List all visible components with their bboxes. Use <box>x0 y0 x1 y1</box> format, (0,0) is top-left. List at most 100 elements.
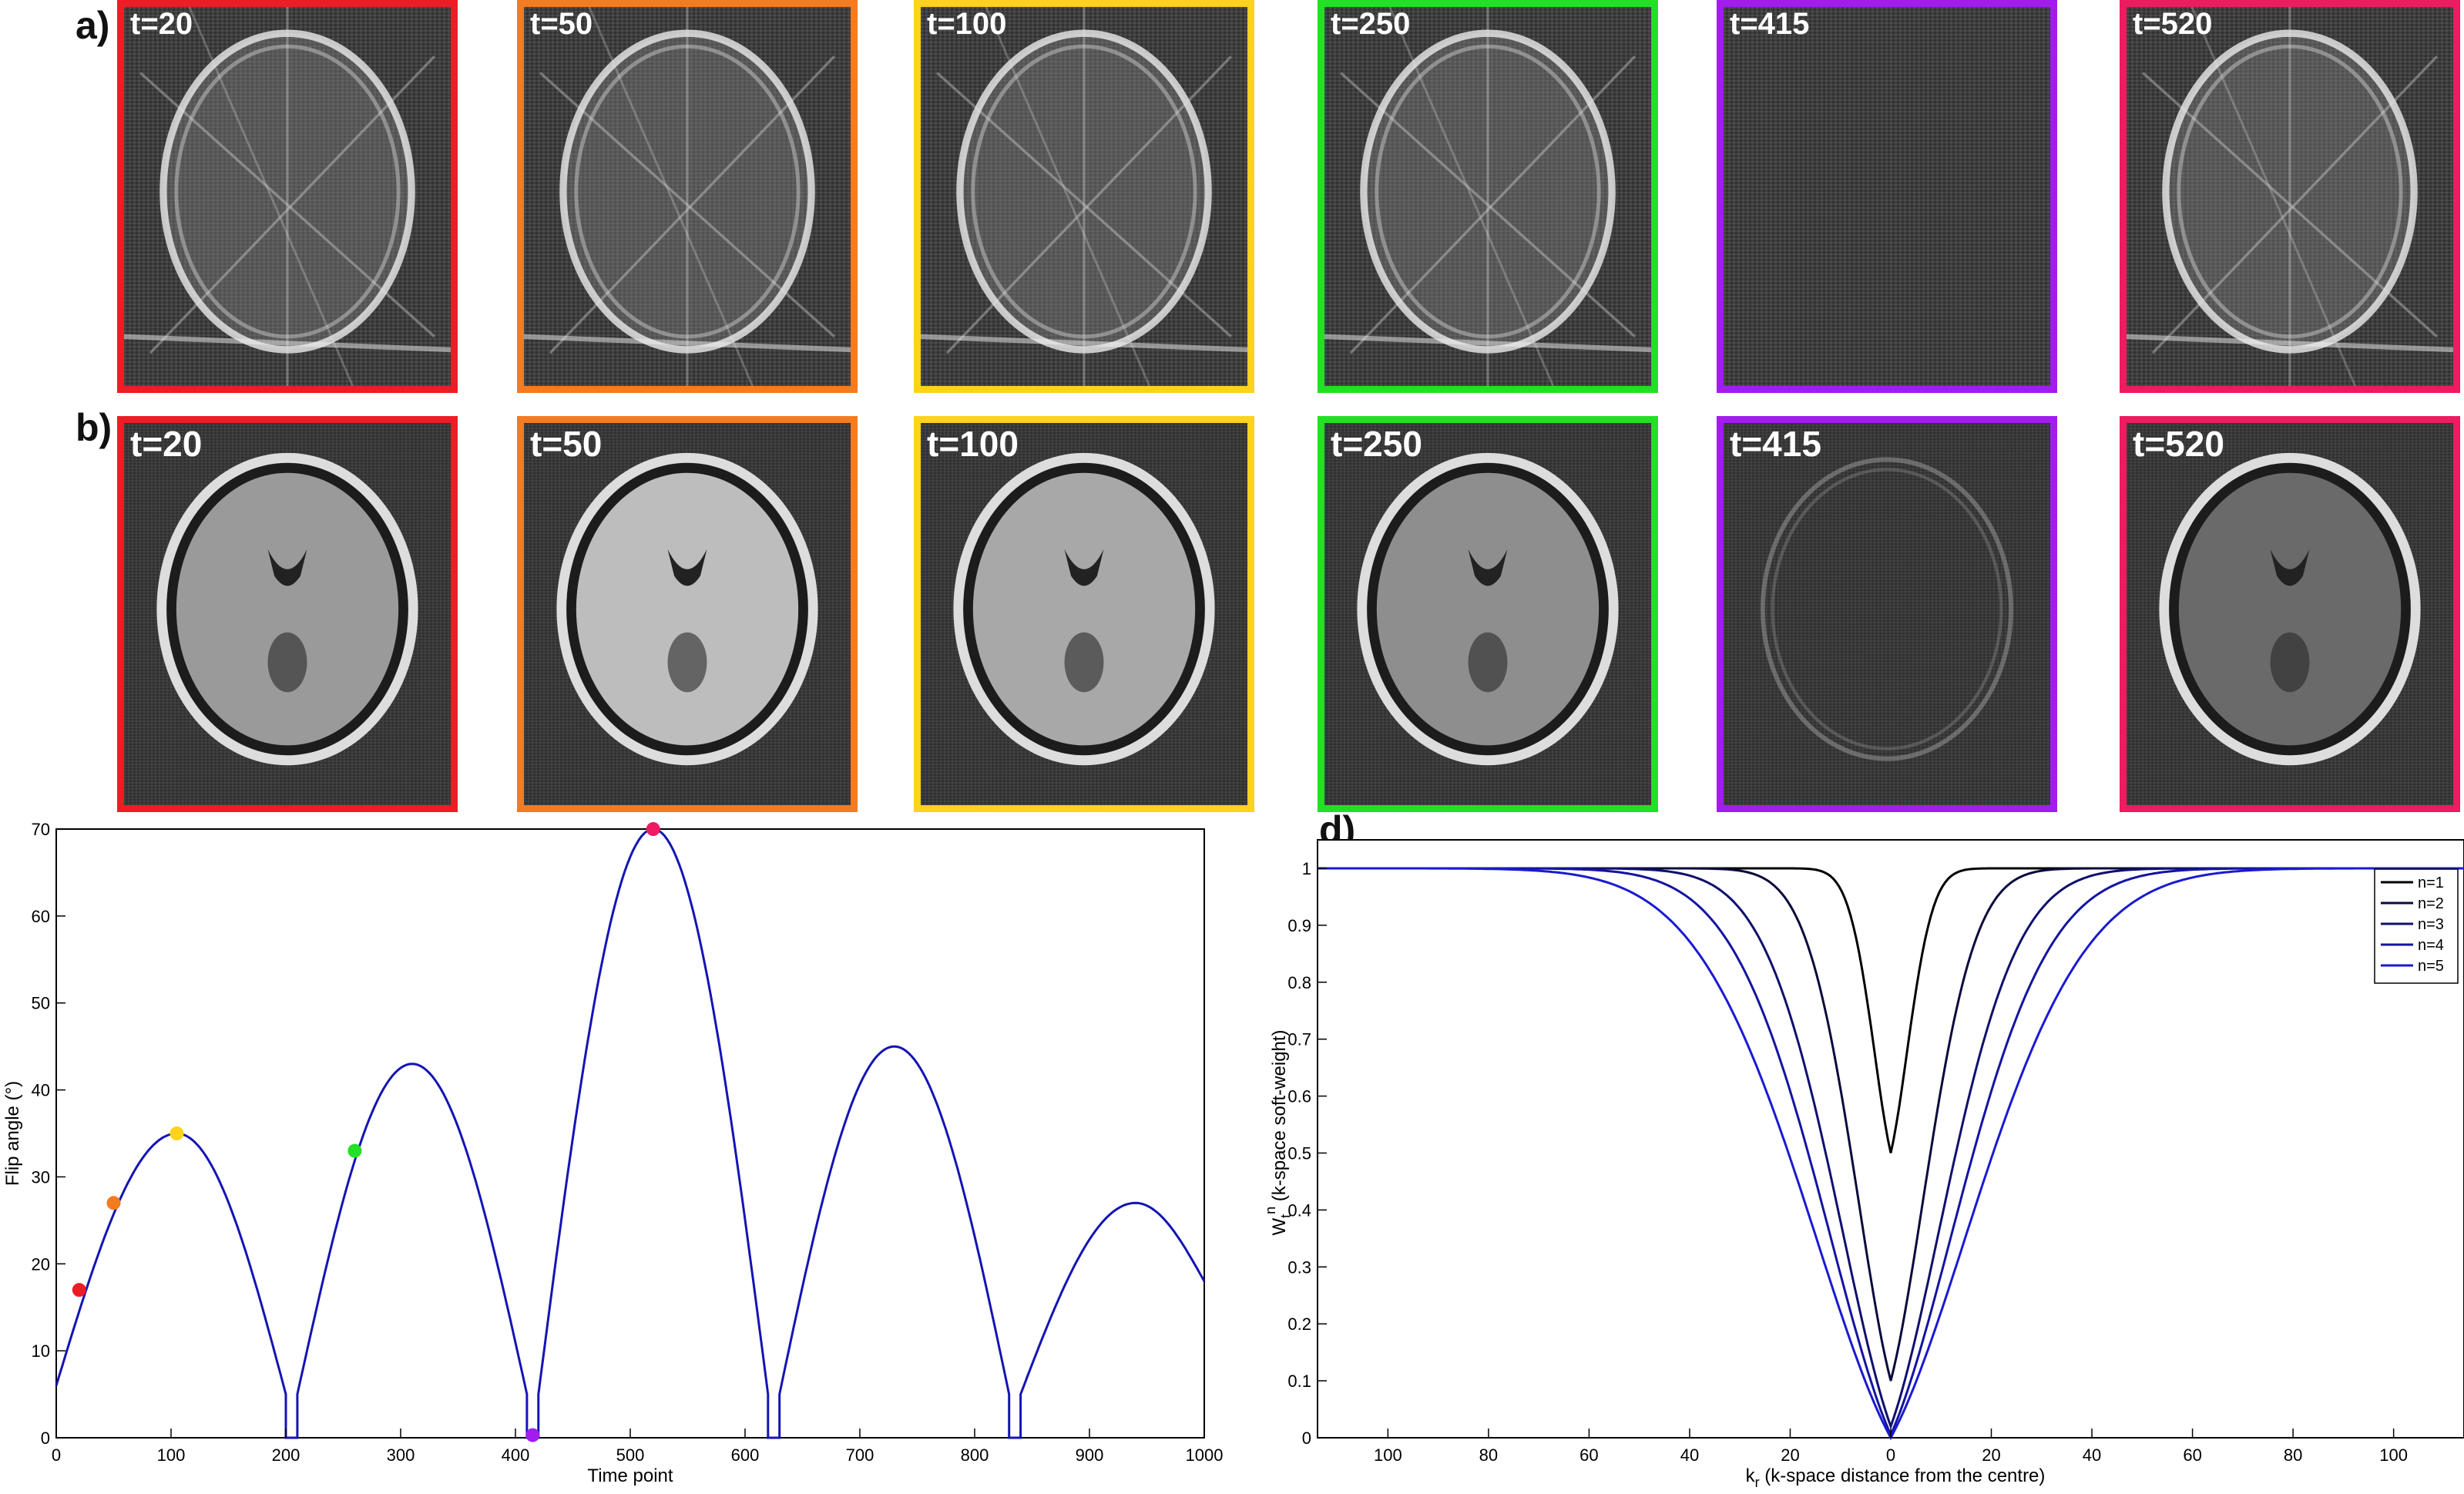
brain-image-1: t=20 <box>117 416 458 812</box>
faint-skull-outline <box>1760 457 2014 761</box>
chart-c-ytick-label: 0 <box>41 1429 50 1448</box>
chart-d-xtick-label: 100 <box>2379 1445 2408 1465</box>
time-label: t=50 <box>530 7 593 41</box>
flip-angle-chart: 0 100 200 300 400 500 600 700 800 900 1000 0 10 20 30 4… <box>2 820 1224 1486</box>
chart-d-xtick-label: 100 <box>1374 1445 1402 1465</box>
brain-slice <box>1357 452 1619 766</box>
time-label: t=520 <box>2133 7 2213 41</box>
chart-c-xtick-label: 300 <box>387 1445 415 1465</box>
chart-d-legend: n=1 n=2 n=3 n=4 n=5 <box>2374 868 2459 984</box>
image-content <box>1724 423 2050 805</box>
chart-d-ytick-label: 0.4 <box>1287 1200 1311 1220</box>
chart-d-ylabel: Wtn (k-space soft-weight) <box>1264 1029 1294 1235</box>
legend-entry: n=2 <box>2418 895 2444 912</box>
recon-image-5: t=415 <box>1717 0 2057 393</box>
chart-c-xtick-label: 900 <box>1076 1445 1104 1465</box>
legend-entry: n=4 <box>2418 937 2444 954</box>
chart-d-xlabel: kr (k-space distance from the centre) <box>1746 1465 2046 1490</box>
brain-image-3: t=100 <box>914 416 1254 812</box>
chart-d-ytick-label: 0.1 <box>1287 1371 1311 1391</box>
chart-d-xtick-label: 40 <box>2083 1445 2101 1465</box>
chart-c-ylabel: Flip angle (°) <box>2 1081 23 1186</box>
chart-d-ylabel-sub: t <box>1278 1214 1294 1218</box>
image-content <box>1724 7 2050 386</box>
chart-c-xtick-label: 200 <box>272 1445 300 1465</box>
chart-c-xtick-label: 0 <box>52 1445 61 1465</box>
image-content <box>921 7 1247 386</box>
chart-d-plot-area <box>1317 839 2464 1439</box>
time-label: t=20 <box>130 424 203 464</box>
legend-entry: n=3 <box>2418 916 2444 933</box>
soft-weight-chart: 100 80 60 40 20 0 20 40 60 80 100 0 0.1 0.2 0.3 0.4 0.5 0… <box>1264 839 2464 1490</box>
chart-d-xtick-label: 40 <box>1680 1445 1699 1465</box>
time-label: t=415 <box>1730 7 1810 41</box>
chart-d-xtick-label: 0 <box>1886 1445 1895 1465</box>
chart-c-xtick-label: 1000 <box>1186 1445 1224 1465</box>
chart-d-xlabel-rest: (k-space distance from the centre) <box>1760 1465 2046 1486</box>
brain-image-4: t=250 <box>1318 416 1658 812</box>
chart-d-xtick-label: 20 <box>1781 1445 1799 1465</box>
time-label: t=100 <box>927 7 1007 41</box>
panel-label-b: b) <box>76 406 112 449</box>
chart-c-xlabel: Time point <box>587 1465 673 1486</box>
time-point-marker <box>347 1143 362 1158</box>
image-content <box>2127 7 2453 386</box>
chart-c-ytick-label: 30 <box>32 1167 50 1187</box>
panel-label-a: a) <box>76 4 110 47</box>
chart-d-ylabel-main: W <box>1269 1218 1290 1236</box>
chart-d-ytick-label: 0.9 <box>1287 916 1311 935</box>
chart-c-xtick-label: 700 <box>846 1445 874 1465</box>
image-content <box>524 7 851 386</box>
chart-d-xtick-label: 20 <box>1982 1445 2000 1465</box>
time-label: t=20 <box>130 7 193 41</box>
chart-c-xtick-label: 800 <box>961 1445 989 1465</box>
chart-d-xtick-label: 80 <box>1479 1445 1498 1465</box>
aliased-skull-outline <box>1324 7 1651 386</box>
time-label: t=50 <box>530 424 603 464</box>
chart-d-ylabel-rest: (k-space soft-weight) <box>1269 1029 1290 1206</box>
recon-image-6: t=520 <box>2120 0 2460 393</box>
image-content <box>524 423 851 805</box>
chart-c-xtick-label: 100 <box>157 1445 186 1465</box>
chart-d-xlabel-main: k <box>1746 1465 1756 1486</box>
chart-d-xlabel-sub: r <box>1755 1475 1760 1490</box>
chart-d-ylabel-sup: n <box>1264 1207 1278 1214</box>
legend-entry: n=5 <box>2418 958 2444 975</box>
chart-d-xtick-label: 60 <box>1579 1445 1598 1465</box>
chart-c-xtick-label: 500 <box>616 1445 645 1465</box>
image-content <box>124 7 451 386</box>
time-point-marker <box>525 1428 540 1442</box>
brain-slice <box>2159 452 2421 766</box>
time-label: t=520 <box>2133 424 2224 464</box>
chart-d-ytick-label: 0.3 <box>1287 1257 1311 1277</box>
image-content <box>124 423 451 805</box>
time-point-marker <box>170 1126 184 1140</box>
time-label: t=250 <box>1331 7 1411 41</box>
image-content <box>2127 423 2453 805</box>
time-label: t=100 <box>927 424 1019 464</box>
aliased-skull-outline <box>124 7 451 386</box>
chart-d-ytick-label: 0.6 <box>1287 1087 1311 1106</box>
chart-c-xtick-label: 600 <box>731 1445 760 1465</box>
aliased-skull-outline <box>921 7 1247 386</box>
legend-entry: n=1 <box>2418 875 2444 891</box>
recon-image-4: t=250 <box>1318 0 1658 393</box>
image-content <box>921 423 1247 805</box>
chart-d-ytick-label: 0 <box>1302 1429 1311 1448</box>
time-label: t=415 <box>1730 424 1821 464</box>
chart-c-ytick-label: 20 <box>32 1254 50 1274</box>
recon-image-3: t=100 <box>914 0 1254 393</box>
brain-image-5: t=415 <box>1717 416 2057 812</box>
chart-c-ytick-label: 60 <box>32 907 50 926</box>
recon-image-1: t=20 <box>117 0 458 393</box>
aliased-skull-outline <box>2127 7 2453 386</box>
chart-d-ytick-label: 1 <box>1302 859 1311 878</box>
brain-slice <box>953 452 1215 766</box>
chart-d-ytick-label: 0.5 <box>1287 1143 1311 1163</box>
chart-c-ytick-label: 50 <box>32 994 50 1013</box>
chart-c-ytick-label: 10 <box>32 1341 50 1361</box>
chart-d-xtick-label: 60 <box>2183 1445 2201 1465</box>
legend-box <box>2374 868 2459 984</box>
chart-c-xtick-label: 400 <box>502 1445 530 1465</box>
brain-slice <box>156 452 418 766</box>
